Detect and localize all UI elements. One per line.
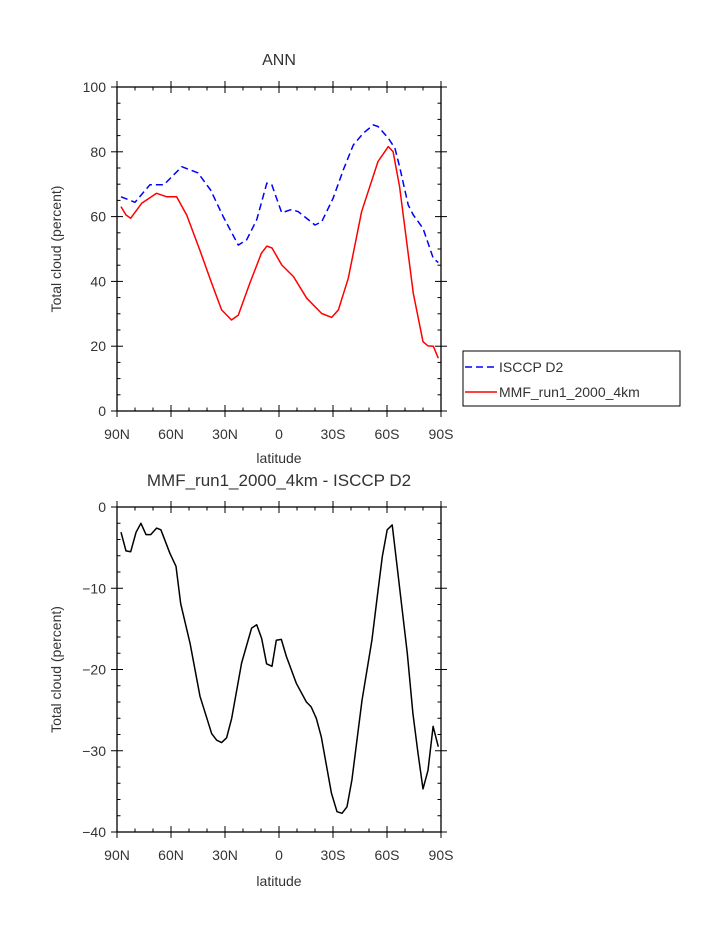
y-tick-label: −30 [82,743,106,759]
chart-title: ANN [262,52,296,69]
y-tick-label: 0 [98,403,106,419]
legend [462,350,681,407]
chart-title: MMF_run1_2000_4km - ISCCP D2 [147,471,411,490]
x-tick-label: 90N [104,847,130,863]
y-tick-label: −20 [82,662,106,678]
y-tick-label: −40 [82,824,106,840]
y-tick-label: 20 [90,338,106,354]
x-tick-label: 90S [429,426,454,442]
x-tick-label: 90S [429,847,454,863]
plot-frame [116,86,442,412]
legend-label: ISCCP D2 [499,359,564,375]
y-tick-label: 40 [90,273,106,289]
y-tick-label: 80 [90,144,106,160]
x-tick-label: 90N [104,426,130,442]
x-tick-label: 60N [158,426,184,442]
plot-frame [116,506,442,833]
x-tick-label: 60S [375,847,400,863]
series-line-isccp-d2 [120,124,439,264]
y-tick-label: 60 [90,209,106,225]
x-tick-label: 30N [212,847,238,863]
x-tick-label: 0 [275,847,283,863]
x-tick-label: 30S [321,426,346,442]
plot-panel-2 [111,501,447,838]
y-axis-label: Total cloud (percent) [48,606,64,733]
y-axis-label: Total cloud (percent) [48,186,64,313]
x-tick-label: 30S [321,847,346,863]
y-tick-label: −10 [82,580,106,596]
x-axis-label: latitude [256,873,301,889]
plot-panel-1 [111,81,681,417]
legend-box [462,350,681,407]
series-line-difference [120,522,440,815]
x-tick-label: 0 [275,426,283,442]
y-tick-label: 0 [98,499,106,515]
series-line-mmf-run1-2000-4km [120,145,439,359]
x-axis-label: latitude [256,450,301,466]
x-tick-label: 30N [212,426,238,442]
legend-label: MMF_run1_2000_4km [499,384,640,400]
x-tick-label: 60S [375,426,400,442]
y-tick-label: 100 [83,79,107,95]
x-tick-label: 60N [158,847,184,863]
